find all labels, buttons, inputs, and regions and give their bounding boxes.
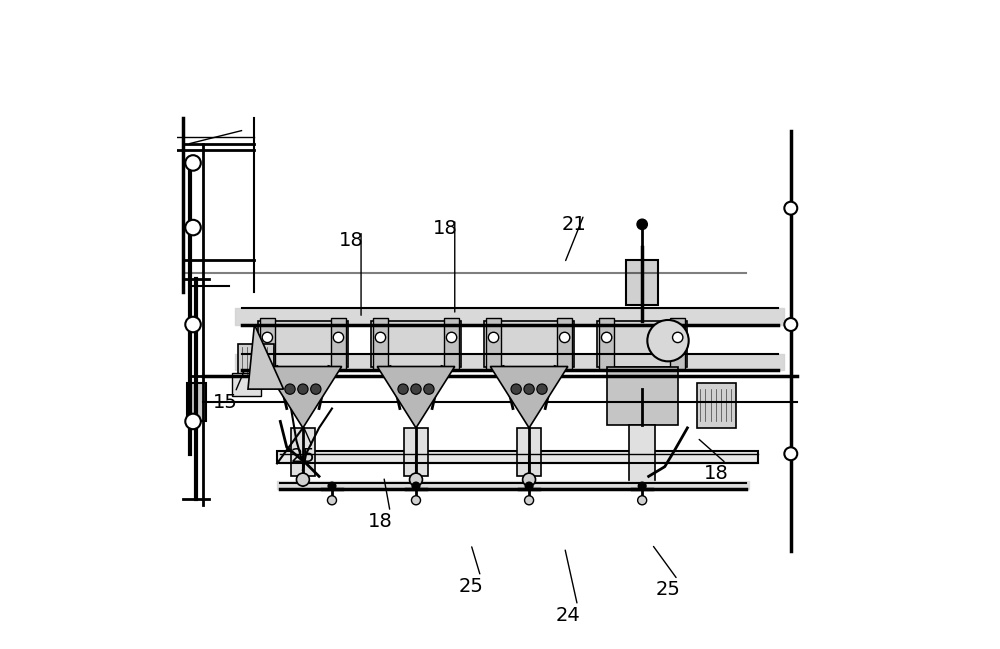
Circle shape bbox=[412, 482, 420, 490]
FancyBboxPatch shape bbox=[260, 318, 275, 370]
Circle shape bbox=[511, 384, 521, 395]
FancyBboxPatch shape bbox=[444, 318, 459, 370]
FancyBboxPatch shape bbox=[517, 428, 541, 476]
Circle shape bbox=[784, 447, 797, 460]
FancyBboxPatch shape bbox=[291, 428, 315, 476]
FancyBboxPatch shape bbox=[371, 321, 461, 367]
Circle shape bbox=[638, 496, 647, 505]
Text: 15: 15 bbox=[213, 393, 238, 411]
Polygon shape bbox=[264, 367, 342, 428]
Circle shape bbox=[185, 317, 201, 332]
Circle shape bbox=[638, 482, 646, 490]
FancyBboxPatch shape bbox=[277, 450, 758, 463]
Circle shape bbox=[601, 332, 612, 343]
Circle shape bbox=[262, 332, 273, 343]
FancyBboxPatch shape bbox=[187, 383, 206, 421]
Circle shape bbox=[559, 332, 570, 343]
Circle shape bbox=[446, 332, 457, 343]
FancyBboxPatch shape bbox=[484, 321, 574, 367]
FancyBboxPatch shape bbox=[331, 318, 346, 370]
Circle shape bbox=[673, 332, 683, 343]
Text: 25: 25 bbox=[290, 447, 315, 467]
Circle shape bbox=[488, 332, 499, 343]
Circle shape bbox=[328, 482, 336, 490]
FancyBboxPatch shape bbox=[373, 318, 388, 370]
FancyBboxPatch shape bbox=[258, 321, 348, 367]
Circle shape bbox=[537, 384, 547, 395]
Circle shape bbox=[185, 413, 201, 429]
Circle shape bbox=[637, 219, 647, 230]
Text: 25: 25 bbox=[458, 577, 483, 596]
FancyBboxPatch shape bbox=[626, 260, 658, 305]
Circle shape bbox=[185, 220, 201, 236]
FancyBboxPatch shape bbox=[670, 318, 685, 370]
FancyBboxPatch shape bbox=[486, 318, 501, 370]
FancyBboxPatch shape bbox=[607, 367, 678, 424]
Text: 18: 18 bbox=[433, 219, 457, 238]
Circle shape bbox=[375, 332, 386, 343]
Circle shape bbox=[296, 473, 309, 486]
Circle shape bbox=[424, 384, 434, 395]
FancyBboxPatch shape bbox=[597, 321, 687, 367]
Circle shape bbox=[298, 384, 308, 395]
FancyBboxPatch shape bbox=[697, 383, 736, 428]
Circle shape bbox=[784, 318, 797, 331]
Polygon shape bbox=[377, 367, 455, 428]
Text: 21: 21 bbox=[562, 215, 587, 234]
Circle shape bbox=[411, 384, 421, 395]
Circle shape bbox=[285, 384, 295, 395]
FancyBboxPatch shape bbox=[629, 424, 655, 483]
Circle shape bbox=[523, 473, 536, 486]
FancyBboxPatch shape bbox=[232, 373, 261, 396]
Circle shape bbox=[185, 155, 201, 171]
Text: 18: 18 bbox=[704, 463, 729, 483]
Text: 25: 25 bbox=[656, 580, 680, 599]
Text: 18: 18 bbox=[339, 231, 364, 250]
FancyBboxPatch shape bbox=[599, 318, 614, 370]
FancyBboxPatch shape bbox=[557, 318, 572, 370]
FancyBboxPatch shape bbox=[404, 428, 428, 476]
Text: 24: 24 bbox=[555, 606, 580, 625]
Circle shape bbox=[327, 496, 337, 505]
Circle shape bbox=[525, 496, 534, 505]
Circle shape bbox=[410, 473, 422, 486]
Polygon shape bbox=[490, 367, 568, 428]
FancyBboxPatch shape bbox=[238, 344, 274, 383]
Polygon shape bbox=[248, 324, 284, 389]
Circle shape bbox=[333, 332, 344, 343]
Circle shape bbox=[524, 384, 534, 395]
Circle shape bbox=[525, 482, 533, 490]
Circle shape bbox=[411, 496, 421, 505]
Circle shape bbox=[784, 202, 797, 215]
Text: 18: 18 bbox=[368, 512, 393, 531]
Circle shape bbox=[647, 320, 689, 361]
Circle shape bbox=[311, 384, 321, 395]
Circle shape bbox=[398, 384, 408, 395]
